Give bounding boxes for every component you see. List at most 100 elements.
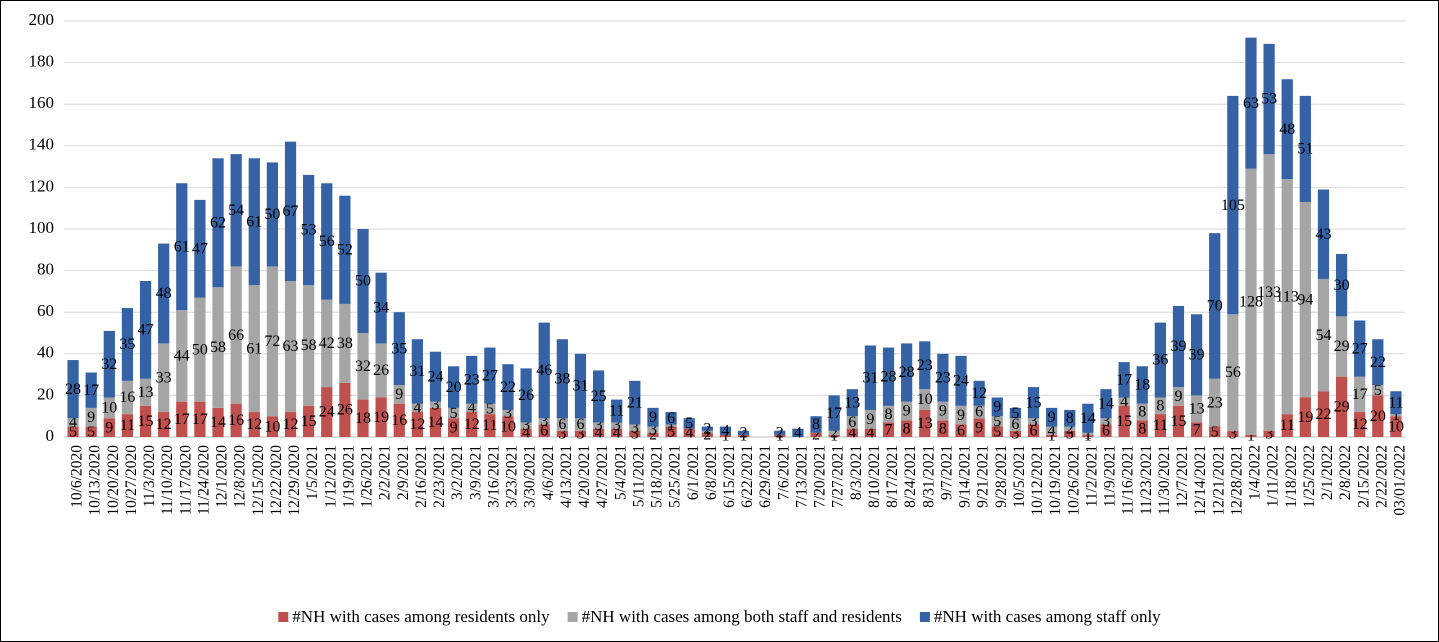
data-label: 4 — [595, 425, 603, 442]
bar-segment — [1209, 233, 1221, 379]
bar-segment — [393, 312, 405, 385]
x-tick-label: 8/31/2021 — [920, 445, 937, 508]
bar-segment — [611, 428, 623, 437]
data-label: 7 — [1193, 421, 1201, 438]
bar-segment — [158, 243, 170, 344]
data-label: 128 — [1239, 293, 1263, 310]
bar-segment — [429, 351, 442, 402]
data-label: 6 — [848, 414, 856, 431]
data-label: 94 — [1297, 291, 1313, 308]
data-label: 2 — [830, 425, 838, 442]
data-label: 31 — [862, 369, 878, 386]
bar-segment — [937, 353, 949, 402]
data-label: 28 — [65, 381, 81, 398]
bar-segment — [303, 285, 315, 406]
bar-segment — [683, 418, 695, 429]
x-tick-label: 11/16/2021 — [1120, 445, 1137, 515]
bar-segment — [248, 158, 260, 286]
data-label: 35 — [391, 340, 407, 357]
bar-segment — [393, 403, 405, 437]
data-label: 72 — [264, 333, 280, 350]
data-label: 2 — [812, 427, 820, 444]
x-tick-label: 11/3/2020 — [141, 445, 158, 508]
data-label: 17 — [1352, 386, 1368, 403]
data-label: 10 — [101, 400, 117, 417]
bar-segment — [429, 407, 442, 437]
x-tick-label: 3/30/2021 — [522, 445, 539, 508]
bar-segment — [103, 397, 115, 419]
bar-segment — [375, 343, 387, 398]
data-label: 3 — [631, 419, 639, 436]
bar-segment — [1009, 407, 1022, 419]
bar-segment — [1172, 405, 1185, 437]
data-label: 5 — [486, 401, 494, 418]
bar-segment — [121, 308, 134, 381]
bar-segment — [502, 409, 514, 417]
bar-segment — [774, 430, 786, 435]
data-label: 9 — [105, 419, 113, 436]
bar-segment — [864, 409, 877, 429]
data-label: 9 — [450, 419, 458, 436]
bar-segment — [828, 395, 840, 431]
bar-segment — [882, 405, 895, 423]
bar-segment — [846, 389, 858, 417]
data-label: 17 — [83, 382, 99, 399]
data-label: 18 — [1134, 377, 1150, 394]
data-label: 52 — [337, 241, 353, 258]
data-label: 8 — [1138, 420, 1146, 437]
data-label: 4 — [721, 422, 729, 439]
bar-segment — [846, 416, 858, 429]
data-label: 12 — [156, 416, 172, 433]
bar-segment — [774, 434, 786, 437]
bar-segment — [194, 297, 206, 402]
bar-segment — [230, 403, 242, 437]
x-tick-label: 9/7/2021 — [938, 445, 955, 500]
x-tick-label: 4/20/2021 — [576, 445, 593, 508]
x-tick-label: 8/24/2021 — [902, 445, 919, 508]
x-tick-label: 4/13/2021 — [558, 445, 575, 508]
bar-segment — [991, 416, 1003, 427]
x-tick-label: 11/10/2020 — [159, 445, 176, 515]
data-label: 13 — [917, 415, 933, 432]
data-label: 6 — [1030, 422, 1038, 439]
data-label: 28 — [899, 364, 915, 381]
bar-segment — [303, 174, 315, 286]
data-label: 6 — [667, 410, 675, 427]
bar-segment — [484, 414, 496, 437]
bar-segment — [683, 428, 695, 437]
bar-segment — [339, 195, 351, 304]
bar-segment — [103, 418, 115, 437]
bar-segment — [85, 372, 97, 408]
bar-segment — [864, 345, 877, 410]
bar-segment — [1372, 339, 1384, 385]
x-tick-label: 8/17/2021 — [884, 445, 901, 508]
bar-segment — [447, 418, 460, 437]
data-label: 43 — [1315, 226, 1331, 243]
bar-segment — [411, 339, 423, 404]
bar-segment — [538, 322, 550, 419]
bar-segment — [792, 428, 804, 437]
data-label: 54 — [228, 202, 244, 219]
data-label: 3 — [1011, 426, 1019, 443]
x-tick-label: 12/1/2020 — [214, 445, 231, 508]
bar-segment — [1046, 426, 1058, 435]
bar-segment — [864, 428, 877, 437]
bar-segment — [719, 426, 732, 435]
data-label: 4 — [1120, 393, 1128, 410]
data-label: 2 — [703, 420, 711, 437]
x-tick-label: 9/14/2021 — [957, 445, 974, 508]
bar-segment — [194, 401, 206, 437]
bar-segment — [701, 426, 713, 431]
data-label: 133 — [1257, 284, 1281, 301]
data-label: 10 — [1388, 418, 1404, 435]
data-label: 32 — [101, 356, 117, 373]
bar-segment — [67, 418, 79, 427]
data-label: 9 — [649, 409, 657, 426]
bar-segment — [737, 430, 750, 435]
data-label: 17 — [174, 411, 190, 428]
data-label: 61 — [246, 213, 262, 230]
bar-segment — [212, 158, 224, 288]
data-label: 15 — [138, 413, 154, 430]
bar-segment — [611, 422, 623, 429]
